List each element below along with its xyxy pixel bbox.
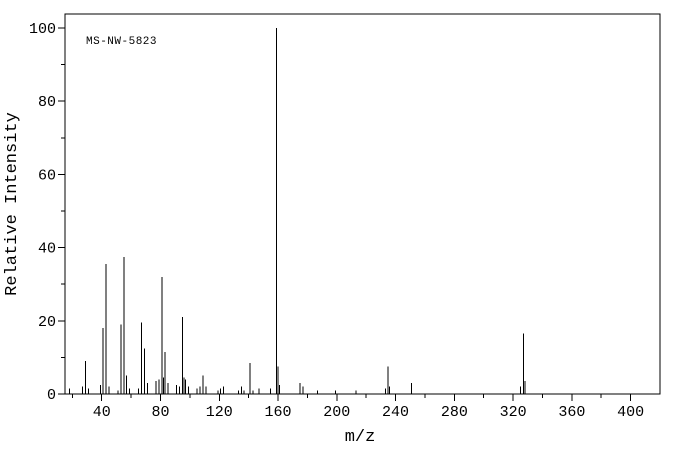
x-tick-label: 280	[441, 404, 468, 421]
x-tick-label: 160	[265, 404, 292, 421]
plot-frame	[64, 13, 661, 395]
y-axis-title: Relative Intensity	[3, 112, 22, 296]
x-axis-title: m/z	[345, 428, 376, 447]
x-tick-label: 240	[382, 404, 409, 421]
y-tick-label: 100	[29, 21, 56, 38]
x-tick-label: 320	[500, 404, 527, 421]
spectrum-id-label: MS-NW-5823	[86, 36, 157, 48]
x-tick-label: 360	[558, 404, 585, 421]
x-tick-label: 80	[151, 404, 169, 421]
y-tick-label: 20	[38, 314, 56, 331]
y-tick-label: 40	[38, 241, 56, 258]
y-tick-label: 80	[38, 94, 56, 111]
plot-area: 40 80 120 160 200 240 280 320 360 400 0 20 40 60 80 100	[29, 13, 661, 421]
y-tick-label: 0	[47, 387, 56, 404]
x-tick-label: 120	[206, 404, 233, 421]
x-tick-label: 400	[617, 404, 644, 421]
x-tick-label: 40	[93, 404, 111, 421]
y-tick-label: 60	[38, 167, 56, 184]
x-tick-label: 200	[323, 404, 350, 421]
